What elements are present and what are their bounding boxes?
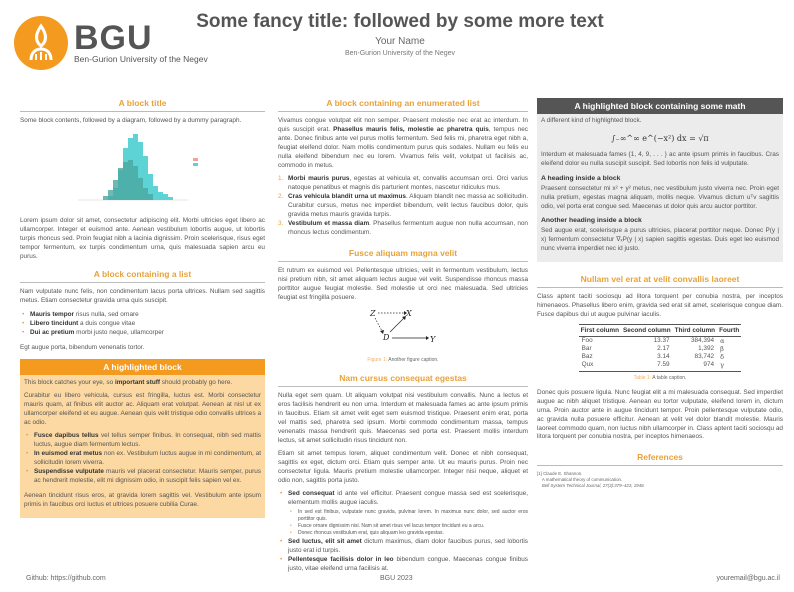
table-cell: Qux <box>578 360 622 372</box>
block-title: Fusce aliquam magna velit <box>278 248 528 262</box>
enumerated-list: Morbi mauris purus, egestas at vehicula … <box>278 175 528 237</box>
block-paragraph: Nam vulputate nunc felis, non condimentu… <box>20 288 265 305</box>
list-item: Libero tincidunt a duis congue vitae <box>22 320 265 329</box>
footer-email[interactable]: youremail@bgu.ac.il <box>716 575 780 582</box>
block-paragraph: Lorem ipsum dolor sit amet, consectetur … <box>20 216 265 260</box>
math-block-title: A highlighted block containing some math <box>537 98 783 114</box>
block-paragraph: Class aptent taciti sociosqu ad litora t… <box>537 293 783 318</box>
data-table: First column Second column Third column … <box>578 323 742 372</box>
logo-flame-icon <box>14 16 68 70</box>
highlighted-block-title: A highlighted block <box>20 358 265 375</box>
sub-list-item: Donec rhoncus vestibulum erat, quis aliq… <box>290 530 528 537</box>
block-paragraph: Sed augue erat, scelerisque a purus ultr… <box>541 227 779 253</box>
highlighted-block: A highlighted block This block catches y… <box>20 358 265 518</box>
block-paragraph: Et rutrum ex euismod vel. Pellentesque u… <box>278 266 528 301</box>
table-cell: Bar <box>581 344 592 352</box>
block-paragraph: Aenean tincidunt risus eros, at gravida … <box>24 491 261 508</box>
table-cell: 2.17 <box>657 344 670 352</box>
institute: Ben-Gurion University of the Negev <box>344 50 456 57</box>
block-intro: Some block contents, followed by a diagr… <box>20 117 242 124</box>
block-paragraph: This block catches your eye, so importan… <box>24 378 233 386</box>
bgu-logo: BGU Ben-Gurion University of the Negev <box>14 16 208 70</box>
figure-caption: Figure 1: Another figure caption. <box>367 357 439 364</box>
bullet-list: Fusce dapibus tellus vel tellus semper f… <box>26 432 261 486</box>
block-paragraph: Praesent consectetur mi x² + y² metus, n… <box>541 184 779 210</box>
logo-subtitle: Ben-Gurion University of the Negev <box>74 54 208 64</box>
block-title: Nullam vel erat at velit convallis laore… <box>537 274 783 289</box>
table-cell: 1,392 <box>698 344 715 352</box>
table-cell: 3.14 <box>657 352 670 360</box>
table-cell: 974 <box>672 360 718 372</box>
node-z: Z <box>369 309 376 318</box>
table-cell: γ <box>717 360 742 372</box>
node-d: D <box>382 333 390 342</box>
list-item: Sed luctus, elit sit amet dictum maximus… <box>280 538 528 556</box>
column-2: A block containing an enumerated list Vi… <box>278 98 528 580</box>
table-cell: 384,394 <box>690 336 715 344</box>
list-item: Fusce dapibus tellus vel tellus semper f… <box>26 432 261 450</box>
list-item: Vestibulum et massa diam. Phasellus ferm… <box>278 219 528 236</box>
table-header: First column <box>578 323 622 337</box>
block-paragraph: A different kind of highlighted block. <box>541 117 642 124</box>
table-header: Second column <box>621 323 673 337</box>
list-item: Pellentesque facilisis dolor in leo bibe… <box>280 556 528 574</box>
block-paragraph: Etiam sit amet tempus lorem, aliquet con… <box>278 449 528 484</box>
table-row: Bar 2.17 1,392 β <box>579 345 742 353</box>
node-y: Y <box>430 335 436 344</box>
table-row: Baz 3.14 83,742 δ <box>579 353 742 361</box>
table-cell: β <box>720 344 724 353</box>
block-heading: A heading inside a block <box>541 174 621 182</box>
table-cell: α <box>720 336 725 345</box>
list-item: Suspendisse vulputate mauris vel placera… <box>26 468 261 486</box>
block-paragraph: Egt augue porta, bibendum venenatis tort… <box>20 343 145 351</box>
sub-list-item: Fusce ornare dignissim nisi. Nam sit ame… <box>290 523 528 530</box>
sub-list: In sed est finibus, vulputate nunc gravi… <box>290 509 528 537</box>
block-title: Nam cursus consequat egestas <box>278 373 528 388</box>
table-caption: Table 1: A table caption. <box>633 374 687 381</box>
block-paragraph: Donec quis posuere ligula. Nunc feugiat … <box>537 388 783 441</box>
table-cell: 13.37 <box>653 336 670 344</box>
table-cell: Foo <box>581 336 593 344</box>
math-block: A highlighted block containing some math… <box>537 98 783 263</box>
table-cell: 7.59 <box>621 360 673 372</box>
table-header: Third column <box>672 323 718 337</box>
list-item: Cras vehicula blandit urna ut maximus. A… <box>278 193 528 219</box>
list-item: Mauris tempor risus nulla, sed ornare <box>22 311 265 320</box>
block-title: A block containing a list <box>20 269 265 284</box>
logo-text: BGU <box>74 19 153 57</box>
block-paragraph: Vivamus congue volutpat elit non semper.… <box>278 117 528 169</box>
block-title: A block title <box>20 98 265 112</box>
bullet-list: Sed consequat id ante vel efficitur. Pra… <box>280 490 528 574</box>
causal-diagram: Z X D Y <box>278 306 528 353</box>
histogram-figure <box>20 130 265 213</box>
node-x: X <box>405 309 412 318</box>
block-paragraph: Interdum et malesuada fames {1, 4, 9, . … <box>541 150 779 167</box>
table-header: Fourth <box>717 323 742 337</box>
table-cell: 83,742 <box>694 352 715 360</box>
sub-list-item: In sed est finibus, vulputate nunc gravi… <box>290 509 528 523</box>
column-1: A block title Some block contents, follo… <box>20 98 265 518</box>
list-item: In euismod erat metus non ex. Vestibulum… <box>26 450 261 468</box>
block-heading: Another heading inside a block <box>541 217 642 225</box>
reference-item: [1] Claude E. Shannon. A mathematical th… <box>537 471 645 489</box>
table-row: Qux 7.59 974 γ <box>578 360 742 372</box>
bullet-list: Mauris tempor risus nulla, sed ornare Li… <box>22 311 265 338</box>
table-cell: Baz <box>581 352 593 360</box>
footer-github[interactable]: Github: https://github.com <box>26 575 106 582</box>
block-paragraph: Nulla eget sem quam. Ut aliquam volutpat… <box>278 392 528 444</box>
column-3: A highlighted block containing some math… <box>537 98 783 489</box>
poster-title: Some fancy title: followed by some more … <box>196 11 604 32</box>
block-title: References <box>537 452 783 467</box>
gaussian-integral-equation: ∫₋∞^∞ e^(−x²) dx = √π <box>611 133 709 143</box>
block-paragraph: Curabitur eu libero vehicula, cursus est… <box>24 391 261 426</box>
list-item: Morbi mauris purus, egestas at vehicula … <box>278 175 528 192</box>
list-item: Dui ac pretium morbi justo neque, ullamc… <box>22 329 265 338</box>
block-title: A block containing an enumerated list <box>278 98 528 112</box>
author: Your Name <box>375 36 425 47</box>
table-cell: δ <box>720 352 724 361</box>
list-item: Sed consequat id ante vel efficitur. Pra… <box>280 490 528 537</box>
table-row: Foo 13.37 384,394 α <box>579 336 742 345</box>
footer-center: BGU 2023 <box>380 575 413 582</box>
